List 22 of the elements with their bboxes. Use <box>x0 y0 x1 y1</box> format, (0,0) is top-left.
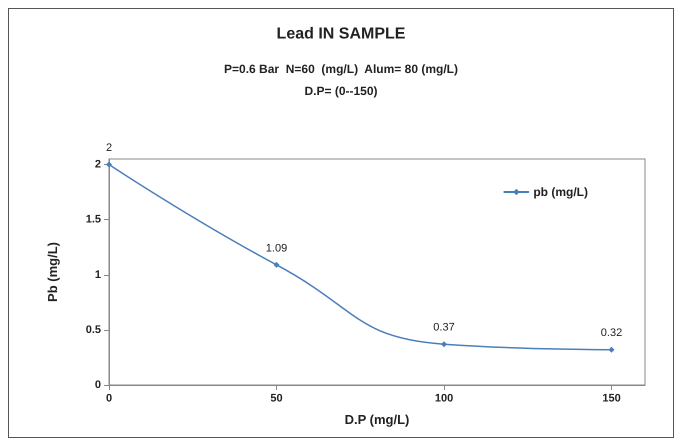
y-tick-label: 0.5 <box>86 324 101 336</box>
data-label: 1.09 <box>266 242 288 254</box>
x-tick-label: 150 <box>602 392 621 404</box>
point <box>441 341 447 348</box>
x-tick-label: 0 <box>106 392 112 404</box>
chart-title: Lead IN SAMPLE <box>276 26 406 42</box>
data-label: 2 <box>106 142 112 154</box>
y-tick-label: 1 <box>94 268 101 281</box>
point <box>608 346 614 353</box>
data-label: 0.32 <box>600 327 622 340</box>
point <box>274 262 280 268</box>
x-tick-label: 50 <box>270 392 283 404</box>
x-tick-label: 100 <box>434 392 454 404</box>
y-axis-title: Pb (mg/L) <box>45 242 60 302</box>
y-tick-label: 2 <box>94 158 101 171</box>
chart-subtitle: P=0.6 Bar N=60 (mg/L) Alum= 80 (mg/L) D.P= (0--150) <box>224 62 458 98</box>
point <box>106 162 112 168</box>
legend-label: pb (mg/L) <box>533 185 588 199</box>
y-tick-label: 1.5 <box>86 214 101 226</box>
x-axis-title: D.P (mg/L) <box>344 412 410 427</box>
y-tick-label: 0 <box>94 379 101 391</box>
data-label: 0.37 <box>433 322 455 334</box>
